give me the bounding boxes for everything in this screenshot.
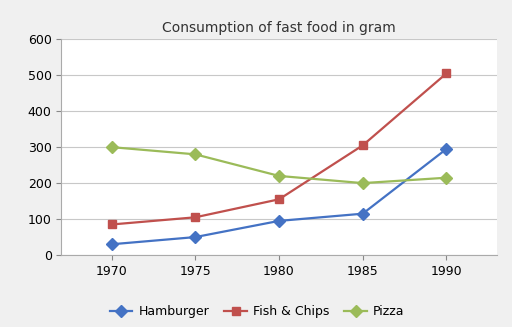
Line: Fish & Chips: Fish & Chips xyxy=(108,69,451,229)
Pizza xyxy=(443,176,450,180)
Pizza xyxy=(276,174,282,178)
Hamburger xyxy=(443,147,450,151)
Fish & Chips xyxy=(443,71,450,75)
Pizza xyxy=(109,145,115,149)
Legend: Hamburger, Fish & Chips, Pizza: Hamburger, Fish & Chips, Pizza xyxy=(105,300,410,323)
Hamburger xyxy=(359,212,366,216)
Hamburger xyxy=(109,242,115,246)
Fish & Chips xyxy=(193,215,199,219)
Title: Consumption of fast food in gram: Consumption of fast food in gram xyxy=(162,21,396,35)
Hamburger xyxy=(193,235,199,239)
Pizza xyxy=(193,152,199,156)
Fish & Chips xyxy=(109,222,115,226)
Hamburger xyxy=(276,219,282,223)
Pizza xyxy=(359,181,366,185)
Fish & Chips xyxy=(276,197,282,201)
Line: Hamburger: Hamburger xyxy=(108,145,451,249)
Fish & Chips xyxy=(359,143,366,147)
Line: Pizza: Pizza xyxy=(108,143,451,187)
